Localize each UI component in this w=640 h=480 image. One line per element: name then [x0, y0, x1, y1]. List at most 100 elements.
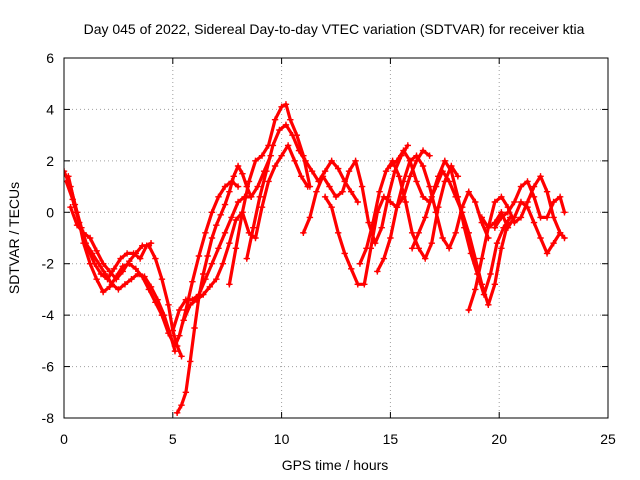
data-point: [221, 229, 229, 237]
data-point: [380, 193, 388, 201]
data-point: [537, 234, 544, 242]
data-point: [504, 224, 512, 231]
data-point: [491, 198, 499, 206]
plot-frame: [63, 57, 609, 419]
data-point: [363, 245, 370, 252]
data-point: [297, 173, 305, 180]
data-point: [374, 268, 381, 275]
data-point: [230, 173, 237, 180]
data-point: [472, 198, 479, 206]
y-tick-label: 2: [46, 153, 54, 169]
data-point: [485, 224, 492, 231]
data-point: [426, 152, 433, 159]
data-point: [99, 288, 107, 296]
data-point: [232, 216, 240, 224]
y-tick-label: -8: [42, 410, 55, 426]
data-point: [561, 209, 568, 216]
data-point: [550, 214, 557, 221]
data-point: [117, 255, 124, 262]
data-point: [478, 255, 485, 262]
data-point: [419, 147, 427, 154]
data-point: [387, 234, 394, 242]
data-point: [154, 296, 161, 303]
data-point: [402, 198, 409, 206]
data-point: [348, 188, 355, 195]
data-point: [439, 234, 446, 242]
data-point: [556, 193, 564, 201]
data-point: [313, 188, 320, 195]
data-point: [71, 201, 79, 208]
data-point: [524, 178, 531, 185]
y-tick-label: 0: [46, 204, 54, 220]
data-point: [169, 327, 176, 334]
data-point: [550, 239, 557, 247]
data-point: [152, 255, 159, 262]
data-point: [132, 265, 140, 273]
data-point: [376, 188, 383, 195]
data-point: [176, 306, 183, 314]
data-point: [435, 173, 442, 180]
x-tick-label: 15: [383, 431, 399, 447]
data-point: [511, 214, 518, 221]
y-tick-label: -2: [42, 256, 55, 272]
data-point: [543, 250, 551, 257]
data-point: [408, 229, 416, 237]
data-point: [289, 131, 296, 139]
data-point: [400, 178, 407, 185]
series-layer: [64, 101, 568, 417]
data-point: [354, 281, 361, 288]
data-point: [158, 275, 166, 283]
data-point: [123, 250, 131, 257]
data-point: [319, 173, 327, 180]
data-point: [182, 389, 190, 396]
y-tick-label: -4: [42, 307, 55, 323]
satellite-track-7: [180, 142, 311, 324]
data-point: [387, 162, 394, 170]
data-point: [93, 275, 100, 283]
data-point: [219, 260, 227, 267]
x-tick-label: 10: [274, 431, 290, 447]
data-point: [334, 165, 342, 172]
data-point: [493, 239, 501, 247]
data-point: [130, 250, 137, 257]
data-point: [134, 270, 142, 278]
data-point: [478, 214, 485, 221]
data-point: [206, 283, 213, 291]
data-point: [180, 317, 187, 324]
data-point: [65, 173, 72, 180]
data-point: [160, 311, 168, 319]
data-point: [432, 209, 440, 216]
series-line: [182, 143, 310, 322]
data-point: [491, 281, 499, 288]
satellite-track-16: [465, 173, 568, 314]
data-point: [147, 239, 155, 247]
data-point: [108, 281, 116, 288]
data-point: [467, 250, 475, 257]
data-point: [395, 173, 403, 180]
data-point: [448, 167, 455, 175]
data-point: [187, 301, 194, 309]
data-point: [228, 214, 235, 221]
data-point: [428, 239, 435, 247]
data-point: [67, 203, 74, 211]
data-point: [345, 167, 353, 175]
satellite-track-5: [173, 162, 255, 417]
series-line: [358, 159, 460, 266]
data-point: [126, 257, 133, 265]
data-point: [99, 260, 107, 267]
x-tick-label: 25: [600, 431, 616, 447]
data-point: [339, 188, 346, 195]
satellite-track-10: [300, 142, 412, 247]
data-point: [556, 229, 564, 237]
data-point: [517, 214, 525, 221]
data-point: [291, 157, 298, 165]
data-point: [400, 147, 407, 154]
data-point: [252, 234, 259, 242]
data-point: [204, 252, 211, 260]
data-point: [537, 173, 544, 180]
data-point: [404, 142, 412, 149]
data-point: [221, 183, 229, 190]
data-point: [84, 245, 92, 252]
series-line: [171, 154, 273, 333]
data-point: [193, 296, 200, 303]
